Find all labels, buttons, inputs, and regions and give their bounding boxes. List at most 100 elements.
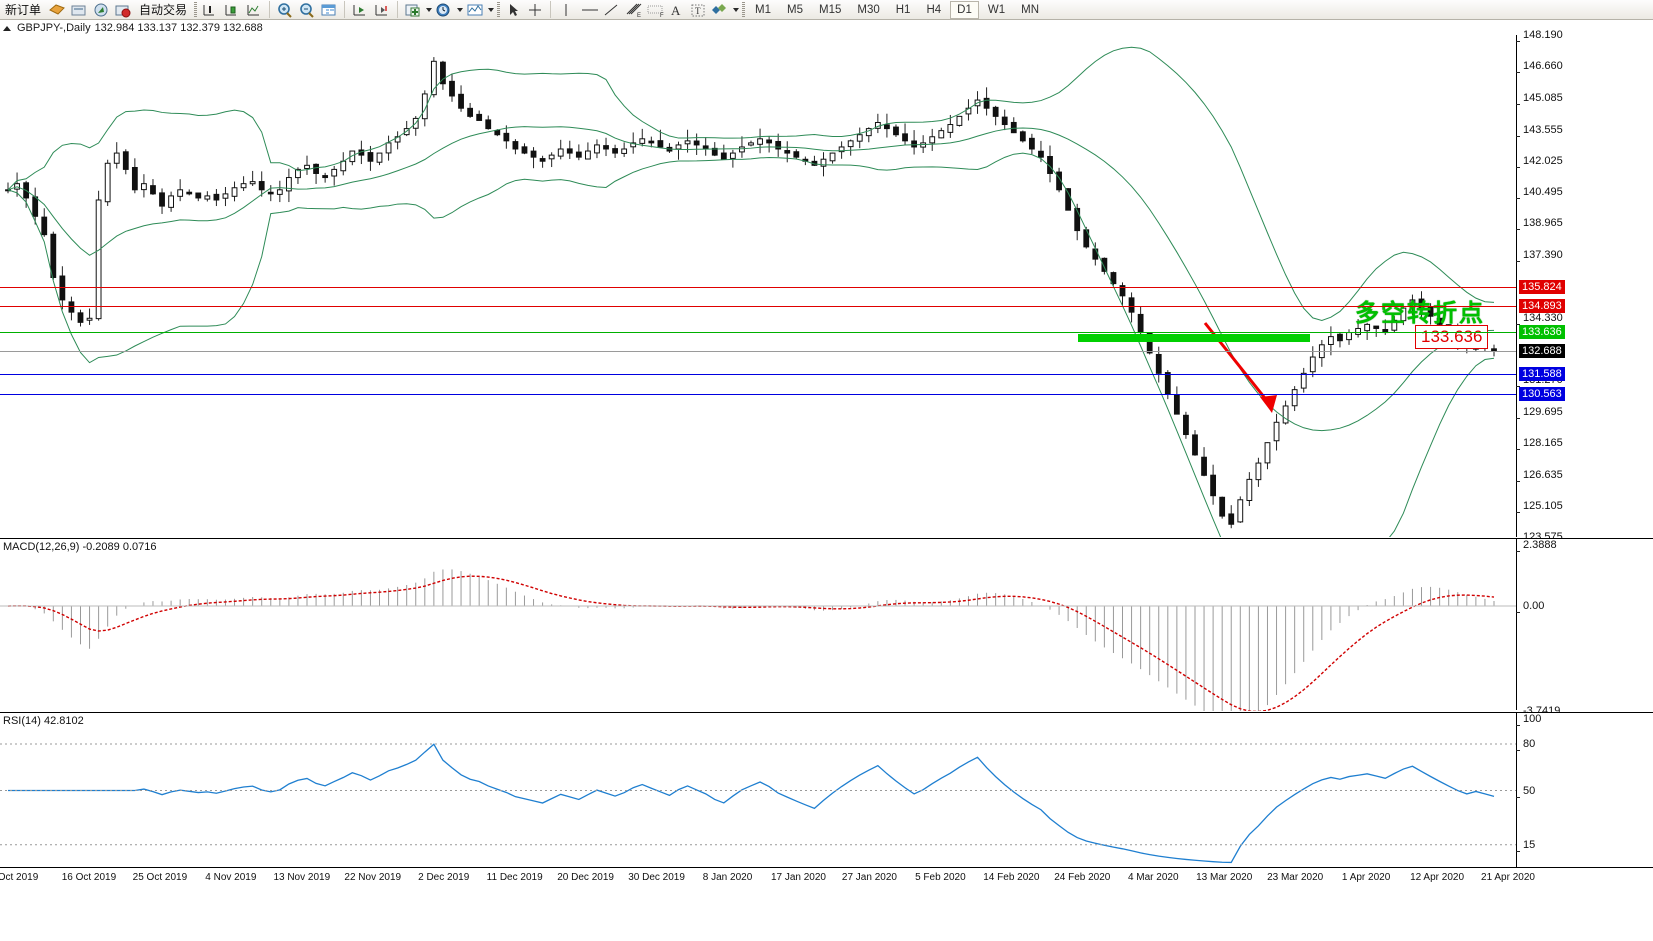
bar-chart-icon[interactable] — [199, 1, 221, 19]
timeframe-button-w1[interactable]: W1 — [987, 3, 1006, 16]
zoom-in-icon[interactable] — [274, 1, 296, 19]
horizontal-line-icon[interactable] — [577, 1, 599, 19]
templates-icon[interactable] — [402, 1, 424, 19]
auto-scroll-icon[interactable] — [371, 1, 393, 19]
grid-icon[interactable] — [318, 1, 340, 19]
price-axis[interactable]: 148.190 146.660 145.085 143.555 142.025 140.4… — [1516, 29, 1653, 544]
candle-chart-icon[interactable] — [221, 1, 243, 19]
macd-tick-label: 2.3888 — [1516, 539, 1557, 557]
indicators-chevron-down-icon[interactable] — [486, 1, 495, 19]
shapes-icon[interactable] — [709, 1, 731, 19]
macd-axis[interactable]: 2.3888 0.00 -3.7419 — [1515, 538, 1653, 718]
date-tick-label: 4 Mar 2020 — [1127, 872, 1179, 883]
new-order-button[interactable]: 新订单 — [0, 0, 46, 20]
price-tick-label: 140.495 — [1516, 186, 1563, 204]
main-toolbar: 新订单 自动交易 — [0, 0, 1653, 20]
toolbar-divider — [269, 1, 271, 18]
price-tick-label: 126.635 — [1516, 469, 1563, 487]
date-tick-label: 24 Feb 2020 — [1054, 872, 1111, 883]
chart-shift-icon[interactable] — [349, 1, 371, 19]
terminal-icon[interactable] — [112, 1, 134, 19]
svg-text:F: F — [660, 13, 664, 18]
toolbar-separator — [192, 1, 199, 19]
fibonacci-icon[interactable]: E — [621, 1, 643, 19]
crosshair-icon[interactable] — [524, 1, 546, 19]
market-watch-icon[interactable] — [46, 1, 68, 19]
date-tick-label: 14 Feb 2020 — [983, 872, 1040, 883]
period-clock-icon[interactable] — [433, 1, 455, 19]
rsi-axis[interactable]: 100 80 50 15 — [1515, 712, 1653, 867]
price-level-tag-support[interactable]: 131.588 — [1519, 366, 1565, 381]
timeframe-button-d1[interactable]: D1 — [950, 0, 979, 19]
data-window-icon[interactable] — [68, 1, 90, 19]
cursor-icon[interactable] — [502, 1, 524, 19]
text-icon[interactable]: A — [665, 1, 687, 19]
zoom-out-icon[interactable] — [296, 1, 318, 19]
chinese-annotation: 多空转折点 — [1355, 299, 1485, 327]
date-tick-label: 16 Oct 2019 — [61, 872, 117, 883]
timeframe-button-m30[interactable]: M30 — [857, 3, 880, 16]
collapse-triangle-icon[interactable] — [3, 25, 11, 31]
chart-container[interactable]: 多空转折点 133.636 148.190 146.660 145.085 143.5… — [0, 29, 1653, 941]
price-pane[interactable]: 多空转折点 133.636 — [0, 35, 1516, 537]
date-tick-label: 23 Mar 2020 — [1267, 872, 1324, 883]
date-tick-label: 11 Dec 2019 — [486, 872, 543, 883]
timeframe-button-h4[interactable]: H4 — [926, 3, 942, 16]
toolbar-divider-2 — [344, 1, 346, 18]
macd-tick-label: 0.00 — [1515, 600, 1544, 618]
macd-label: MACD(12,26,9) -0.2089 0.0716 — [3, 541, 157, 553]
price-level-line-current[interactable] — [0, 351, 1516, 353]
rsi-tick-label: 80 — [1515, 738, 1535, 756]
autotrading-button[interactable]: 自动交易 — [134, 0, 192, 20]
period-chevron-down-icon[interactable] — [455, 1, 464, 19]
timeframe-button-m1[interactable]: M1 — [755, 3, 772, 16]
price-level-line-support[interactable] — [0, 373, 1516, 375]
date-tick-label: 2 Dec 2019 — [418, 872, 470, 883]
date-tick-label: 20 Dec 2019 — [557, 872, 614, 883]
price-level-tag-current[interactable]: 132.688 — [1519, 344, 1565, 359]
label-icon[interactable]: T — [687, 1, 709, 19]
rsi-label: RSI(14) 42.8102 — [3, 715, 84, 727]
date-tick-label: 22 Nov 2019 — [344, 872, 402, 883]
price-level-tag-support[interactable]: 130.563 — [1519, 387, 1565, 402]
date-axis[interactable]: Oct 2019 16 Oct 2019 25 Oct 2019 4 Nov 2019… — [0, 867, 1653, 895]
price-tick-label: 145.085 — [1516, 92, 1563, 110]
price-level-tag-resistance[interactable]: 134.893 — [1519, 299, 1565, 314]
date-tick-label: 17 Jan 2020 — [770, 872, 826, 883]
templates-chevron-down-icon[interactable] — [424, 1, 433, 19]
price-level-tag-resistance[interactable]: 135.824 — [1519, 280, 1565, 295]
trendline-icon[interactable] — [599, 1, 621, 19]
timeframe-button-h1[interactable]: H1 — [895, 3, 911, 16]
toolbar-divider-4 — [550, 1, 552, 18]
price-tick-label: 146.660 — [1516, 60, 1563, 78]
macd-pane[interactable]: MACD(12,26,9) -0.2089 0.0716 — [0, 538, 1516, 711]
rsi-tick-label: 50 — [1515, 785, 1535, 803]
shapes-chevron-down-icon[interactable] — [731, 1, 740, 19]
rsi-pane[interactable]: RSI(14) 42.8102 — [0, 712, 1516, 867]
navigator-icon[interactable] — [90, 1, 112, 19]
line-chart-icon[interactable] — [243, 1, 265, 19]
timeframe-button-m15[interactable]: M15 — [819, 3, 842, 16]
rsi-tick-label: 15 — [1515, 839, 1535, 857]
toolbar-divider-3 — [397, 1, 399, 18]
date-tick-label: 25 Oct 2019 — [132, 872, 188, 883]
toolbar-separator-2 — [495, 1, 502, 19]
support-zone-band — [1078, 334, 1310, 342]
price-tick-label: 148.190 — [1516, 29, 1563, 47]
indicators-icon[interactable] — [464, 1, 486, 19]
price-level-tag-pivot[interactable]: 133.636 — [1519, 324, 1565, 339]
date-tick-label: Oct 2019 — [0, 872, 39, 883]
date-tick-label: 30 Dec 2019 — [628, 872, 685, 883]
timeframe-button-m5[interactable]: M5 — [787, 3, 803, 16]
price-tick-label: 129.695 — [1516, 406, 1563, 424]
price-level-line-support[interactable] — [0, 394, 1516, 396]
price-level-line-resistance[interactable] — [0, 287, 1516, 289]
price-level-line-resistance[interactable] — [0, 306, 1516, 308]
price-tick-label: 134.330 — [1516, 312, 1563, 330]
price-tick-label: 138.965 — [1516, 217, 1563, 235]
price-level-line-pivot[interactable] — [0, 331, 1516, 333]
channel-icon[interactable]: F — [643, 1, 665, 19]
vertical-line-icon[interactable] — [555, 1, 577, 19]
autotrading-label: 自动交易 — [139, 3, 188, 17]
timeframe-button-mn[interactable]: MN — [1021, 3, 1039, 16]
